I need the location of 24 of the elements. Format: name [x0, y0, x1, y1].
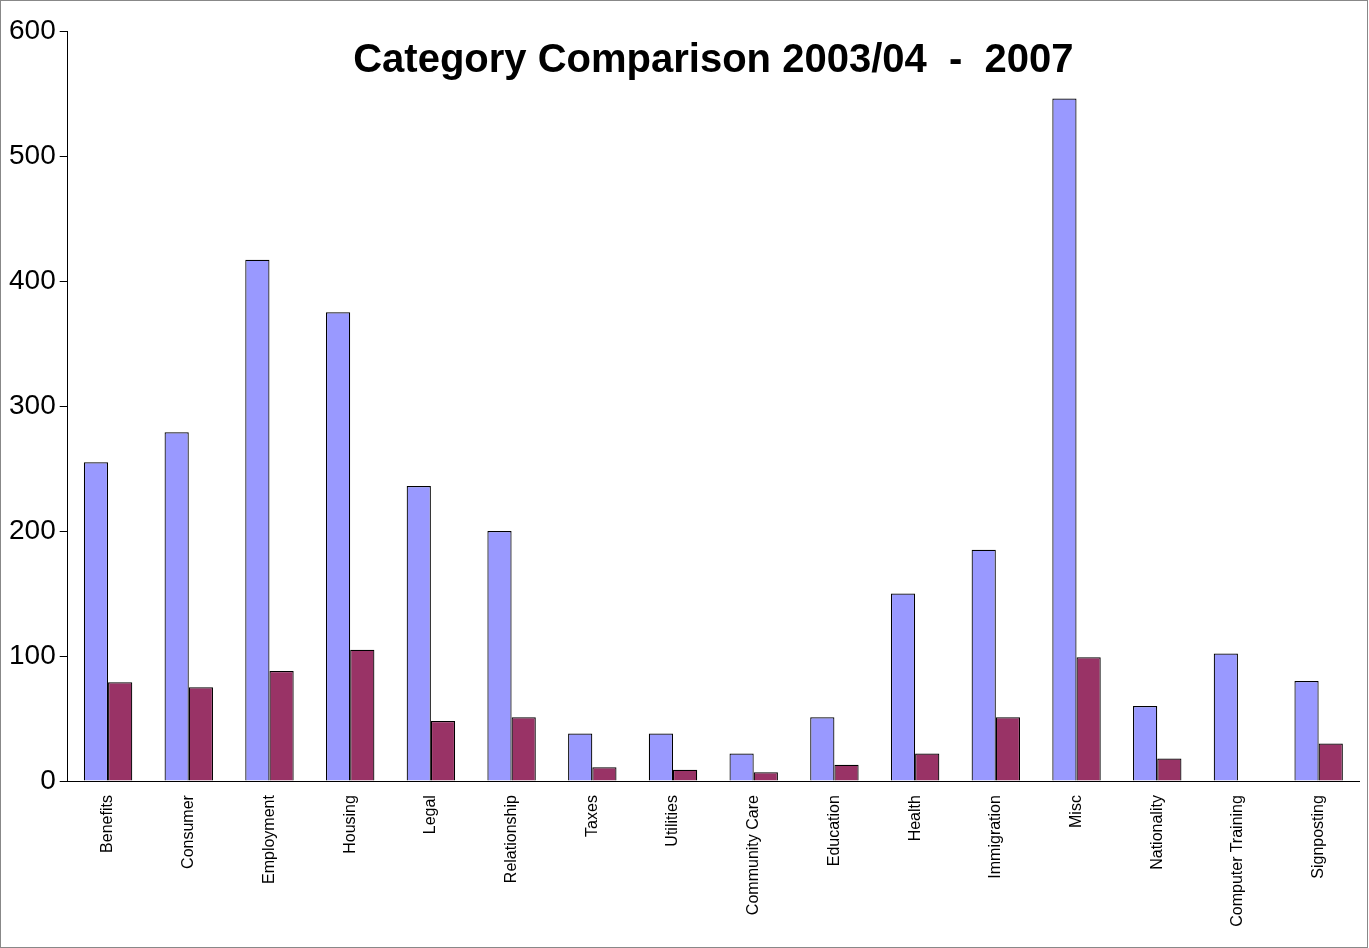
y-tick-label: 100 [9, 638, 56, 670]
x-tick-label: Signposting [1309, 795, 1327, 879]
x-tick-label: Utilities [663, 795, 681, 847]
x-tick-label: Consumer [179, 794, 197, 869]
x-tick-label: Education [824, 795, 842, 867]
x-tick-label: Benefits [98, 795, 116, 853]
x-tick-label: Relationship [502, 795, 519, 884]
y-tick-label: 600 [9, 13, 56, 45]
y-tick-label: 500 [9, 138, 56, 170]
y-tick-label: 0 [40, 763, 56, 795]
x-tick-label: Computer Training [1228, 795, 1246, 927]
chart-title: Category Comparison 2003/04 - 2007 [353, 36, 1074, 81]
x-tick-label: Community Care [744, 794, 762, 916]
x-tick-label: Legal [421, 795, 439, 835]
x-tick-label: Employment [259, 794, 277, 885]
y-tick-label: 400 [9, 263, 56, 295]
y-tick-label: 200 [9, 513, 56, 545]
x-tick-label: Taxes [582, 795, 600, 837]
x-tick-label: Housing [340, 795, 358, 854]
x-tick-label: Misc [1066, 795, 1084, 828]
x-tick-label: Nationality [1147, 795, 1165, 870]
x-tick-label: Immigration [986, 795, 1004, 879]
y-tick-label: 300 [9, 388, 56, 420]
x-tick-label: Health [905, 795, 923, 842]
